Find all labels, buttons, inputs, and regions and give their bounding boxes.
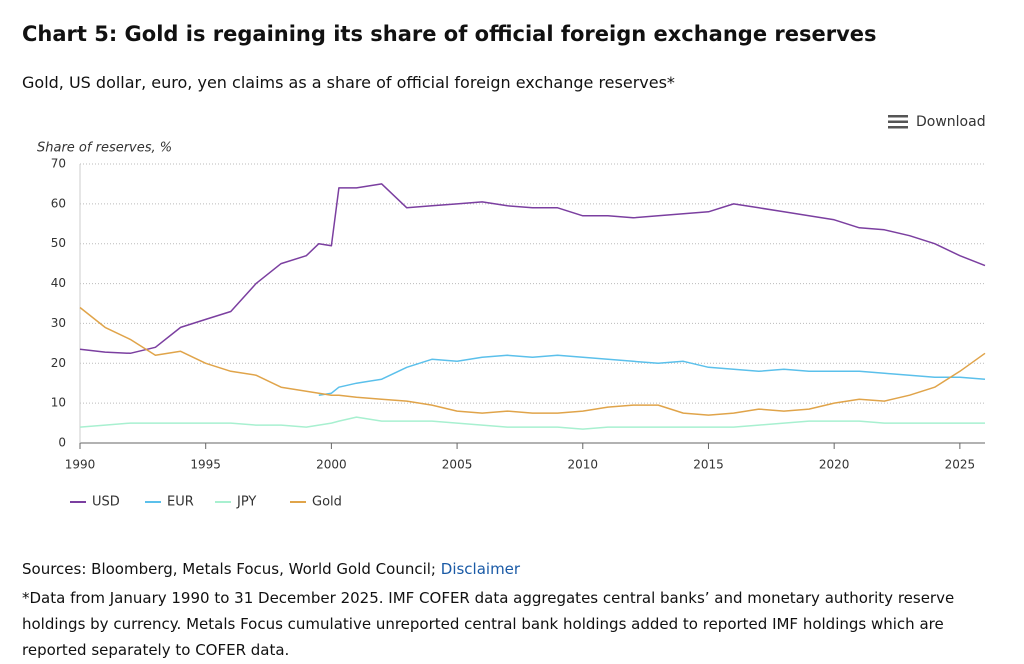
chart: Share of reserves, % 0 10 20 30 40 50 60 70 1990… [37, 141, 986, 510]
y-tick-label: 40 [51, 276, 66, 290]
x-tick-label: 1990 [65, 458, 96, 472]
y-tick-label: 30 [51, 316, 66, 330]
series-line [79, 416, 985, 430]
chart-subtitle: Gold, US dollar, euro, yen claims as a s… [22, 73, 675, 92]
disclaimer-link[interactable]: Disclaimer [440, 560, 521, 578]
download-label: Download [916, 114, 986, 130]
x-tick-label: 2025 [945, 458, 976, 472]
y-axis-title: Share of reserves, % [37, 141, 172, 156]
y-tick-label: 10 [51, 396, 66, 410]
download-button[interactable]: Download [888, 114, 986, 130]
y-tick-label: 50 [51, 236, 66, 250]
legend-label: JPY [236, 495, 256, 510]
x-tick-label: 1995 [190, 458, 221, 472]
y-tick-label: 0 [58, 436, 66, 450]
x-tick-label: 2005 [442, 458, 473, 472]
legend-label: EUR [167, 495, 194, 510]
y-tick-label: 20 [51, 356, 66, 370]
series-line [79, 306, 986, 416]
sources-text: Sources: Bloomberg, Metals Focus, World … [22, 560, 436, 578]
footnote: *Data from January 1990 to 31 December 2… [22, 589, 955, 659]
menu-icon [888, 115, 908, 129]
x-tick-label: 2015 [693, 458, 724, 472]
y-tick-label: 60 [51, 196, 66, 210]
series-line [318, 354, 986, 396]
chart-title: Chart 5: Gold is regaining its share of … [22, 22, 877, 46]
x-tick-label: 2010 [568, 458, 599, 472]
sources: Sources: Bloomberg, Metals Focus, World … [22, 560, 520, 578]
x-tick-label: 2020 [819, 458, 850, 472]
y-tick-label: 70 [51, 157, 66, 171]
legend-label: USD [92, 495, 120, 510]
series-line [79, 183, 986, 355]
x-tick-label: 2000 [316, 458, 347, 472]
legend-label: Gold [312, 495, 342, 510]
